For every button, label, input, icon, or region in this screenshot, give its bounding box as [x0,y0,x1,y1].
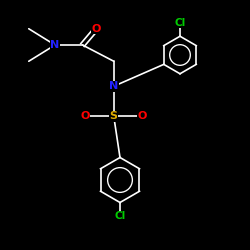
Text: Cl: Cl [174,18,186,28]
Text: S: S [110,111,118,121]
Text: O: O [138,111,147,121]
Text: N: N [109,81,118,91]
Text: Cl: Cl [114,211,126,221]
Text: O: O [92,24,101,34]
Text: O: O [80,111,90,121]
Text: N: N [50,40,60,50]
